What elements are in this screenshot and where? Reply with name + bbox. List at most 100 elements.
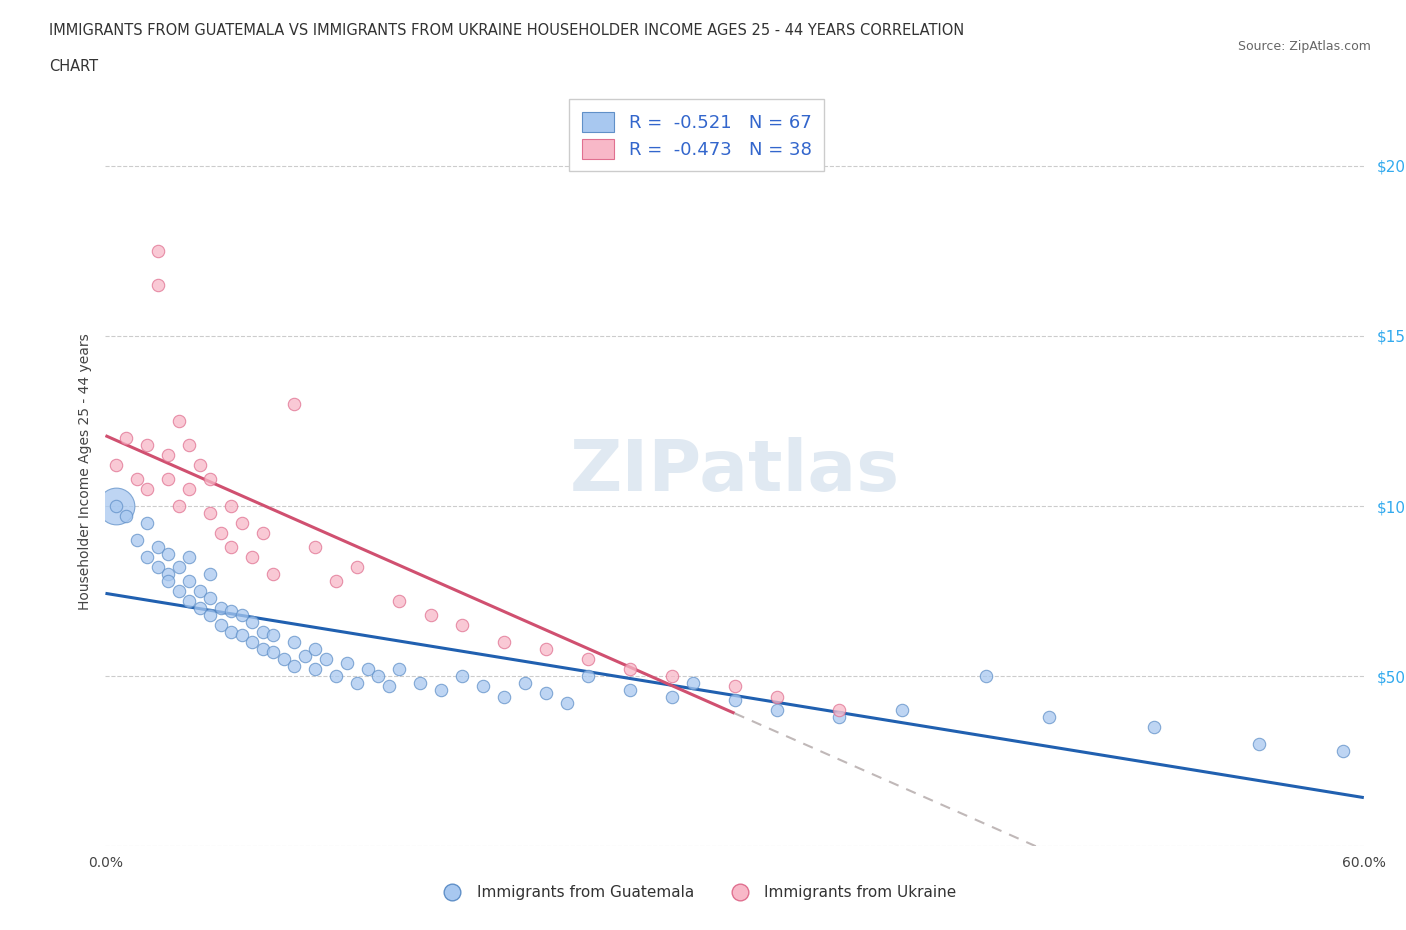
Point <box>1143 720 1166 735</box>
Point <box>115 509 138 524</box>
Point <box>252 525 274 540</box>
Point <box>179 437 201 452</box>
Point <box>179 594 201 609</box>
Point <box>219 539 242 554</box>
Point <box>252 642 274 657</box>
Point <box>231 628 253 643</box>
Text: IMMIGRANTS FROM GUATEMALA VS IMMIGRANTS FROM UKRAINE HOUSEHOLDER INCOME AGES 25 : IMMIGRANTS FROM GUATEMALA VS IMMIGRANTS … <box>49 23 965 38</box>
Point <box>336 655 359 670</box>
Point <box>451 618 474 632</box>
Point <box>283 658 305 673</box>
Point <box>576 652 599 667</box>
Point <box>294 648 316 663</box>
Point <box>304 539 326 554</box>
Point <box>167 414 190 429</box>
Point <box>534 685 557 700</box>
Point <box>262 628 284 643</box>
Point <box>146 277 169 292</box>
Point <box>136 515 159 530</box>
Point <box>240 550 263 565</box>
Point <box>240 615 263 630</box>
Point <box>325 669 347 684</box>
Point <box>200 607 222 622</box>
Point <box>167 560 190 575</box>
Point <box>304 662 326 677</box>
Legend: Immigrants from Guatemala, Immigrants from Ukraine: Immigrants from Guatemala, Immigrants fr… <box>432 879 963 906</box>
Point <box>682 675 704 690</box>
Point <box>200 505 222 520</box>
Point <box>388 594 411 609</box>
Point <box>167 498 190 513</box>
Point <box>619 683 641 698</box>
Point <box>273 652 295 667</box>
Point <box>157 472 180 486</box>
Point <box>146 244 169 259</box>
Point <box>283 396 305 411</box>
Point <box>262 566 284 581</box>
Point <box>1038 710 1060 724</box>
Point <box>409 675 432 690</box>
Point <box>828 710 851 724</box>
Point <box>388 662 411 677</box>
Point <box>125 533 148 548</box>
Point <box>619 662 641 677</box>
Point <box>451 669 474 684</box>
Point <box>179 550 201 565</box>
Point <box>231 515 253 530</box>
Point <box>765 703 787 718</box>
Point <box>377 679 399 694</box>
Point <box>188 458 211 472</box>
Point <box>723 693 745 708</box>
Point <box>471 679 495 694</box>
Point <box>283 634 305 649</box>
Point <box>534 642 557 657</box>
Point <box>200 566 222 581</box>
Point <box>219 498 242 513</box>
Point <box>125 472 148 486</box>
Point <box>136 550 159 565</box>
Point <box>104 498 127 513</box>
Point <box>157 566 180 581</box>
Point <box>356 662 378 677</box>
Point <box>136 482 159 497</box>
Y-axis label: Householder Income Ages 25 - 44 years: Householder Income Ages 25 - 44 years <box>77 334 91 610</box>
Point <box>976 669 998 684</box>
Point <box>200 591 222 605</box>
Point <box>513 675 536 690</box>
Point <box>262 644 284 659</box>
Point <box>115 431 138 445</box>
Point <box>157 546 180 561</box>
Point <box>252 624 274 639</box>
Text: Source: ZipAtlas.com: Source: ZipAtlas.com <box>1237 40 1371 53</box>
Point <box>346 560 368 575</box>
Point <box>367 669 389 684</box>
Point <box>104 498 127 513</box>
Point <box>209 525 232 540</box>
Point <box>146 539 169 554</box>
Point <box>325 574 347 589</box>
Point <box>157 447 180 462</box>
Point <box>188 601 211 616</box>
Point <box>200 472 222 486</box>
Point <box>723 679 745 694</box>
Point <box>555 696 578 711</box>
Point <box>492 634 515 649</box>
Point <box>304 642 326 657</box>
Point <box>661 669 683 684</box>
Point <box>179 482 201 497</box>
Point <box>1247 737 1270 751</box>
Point <box>167 584 190 599</box>
Point <box>219 604 242 619</box>
Point <box>104 458 127 472</box>
Point <box>430 683 453 698</box>
Point <box>891 703 914 718</box>
Point <box>231 607 253 622</box>
Text: CHART: CHART <box>49 59 98 73</box>
Point <box>419 607 441 622</box>
Point <box>136 437 159 452</box>
Point <box>188 584 211 599</box>
Point <box>661 689 683 704</box>
Point <box>240 634 263 649</box>
Point <box>765 689 787 704</box>
Point <box>1331 744 1354 759</box>
